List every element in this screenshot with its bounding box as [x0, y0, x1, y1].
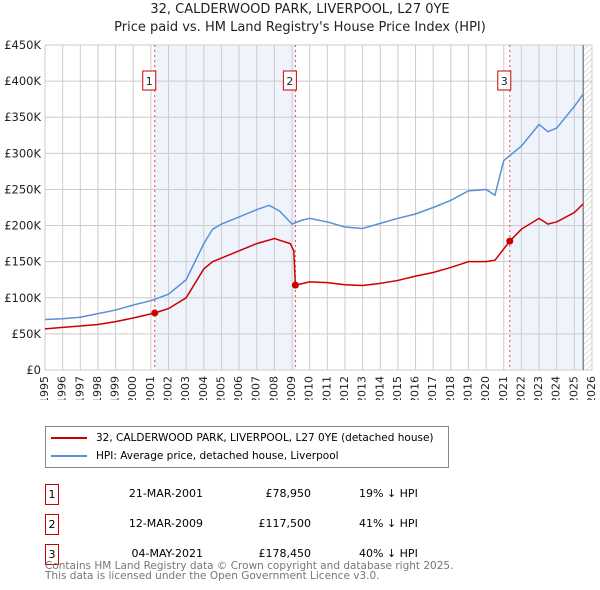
- x-tick-label: 2024: [550, 376, 563, 400]
- transaction-row: 3 04-MAY-2021 £178,450 40% ↓ HPI: [45, 544, 445, 566]
- x-tick-label: 2003: [179, 376, 192, 400]
- legend-item-property: 32, CALDERWOOD PARK, LIVERPOOL, L27 0YE …: [51, 432, 434, 444]
- red-line-swatch: [51, 437, 87, 439]
- x-tick-label: 2025: [567, 376, 580, 400]
- x-tick-label: 2015: [391, 376, 404, 400]
- blue-line-swatch: [51, 455, 87, 457]
- y-tick-label: £50K: [12, 327, 42, 341]
- x-tick-label: 1997: [73, 376, 86, 400]
- x-tick-label: 2021: [497, 376, 510, 400]
- transaction-hpi-diff: 41% ↓ HPI: [359, 517, 418, 530]
- x-tick-label: 2008: [267, 376, 280, 400]
- x-tick-label: 2018: [444, 376, 457, 400]
- sale-point: [291, 281, 299, 289]
- x-tick-label: 2009: [285, 376, 298, 400]
- marker-badge: 3: [45, 544, 59, 565]
- marker-badge-box: [497, 70, 512, 91]
- y-tick-label: £150K: [4, 255, 41, 269]
- marker-badge-box: [142, 70, 157, 91]
- transaction-hpi-diff: 40% ↓ HPI: [359, 547, 418, 560]
- x-tick-label: 2020: [479, 376, 492, 400]
- y-tick-label: £250K: [4, 182, 41, 196]
- sale-point: [506, 237, 514, 245]
- x-tick-label: 1996: [56, 376, 69, 400]
- x-tick-label: 2014: [373, 376, 386, 400]
- y-tick-label: £400K: [4, 74, 41, 88]
- marker-badge: 2: [45, 514, 59, 535]
- shaded-period: [509, 45, 584, 370]
- transaction-row: 1 21-MAR-2001 £78,950 19% ↓ HPI: [45, 484, 445, 506]
- legend-item-hpi: HPI: Average price, detached house, Live…: [51, 450, 339, 462]
- x-tick-label: 2000: [126, 376, 139, 400]
- marker-badge-label: 1: [146, 75, 153, 88]
- x-tick-label: 2005: [214, 376, 227, 400]
- chart-subtitle: Price paid vs. HM Land Registry's House …: [114, 20, 486, 35]
- transaction-row: 2 12-MAR-2009 £117,500 41% ↓ HPI: [45, 514, 445, 536]
- x-tick-label: 2004: [197, 376, 210, 400]
- x-tick-label: 1995: [38, 376, 51, 400]
- y-tick-label: £300K: [4, 146, 41, 160]
- x-tick-label: 2010: [303, 376, 316, 400]
- marker-badge-box: [282, 70, 297, 91]
- series-line: [44, 93, 584, 321]
- y-tick-label: £450K: [4, 38, 41, 52]
- x-tick-label: 2016: [409, 376, 422, 400]
- x-tick-label: 2023: [532, 376, 545, 400]
- y-tick-label: £0: [26, 363, 41, 377]
- series-line: [44, 203, 584, 330]
- x-tick-label: 2006: [232, 376, 245, 400]
- x-tick-label: 2012: [338, 376, 351, 400]
- x-tick-label: 1998: [91, 376, 104, 400]
- legend: 32, CALDERWOOD PARK, LIVERPOOL, L27 0YE …: [45, 426, 449, 468]
- y-tick-label: £350K: [4, 110, 41, 124]
- footer-copyright: Contains HM Land Registry data © Crown c…: [45, 560, 454, 572]
- footer-licence: This data is licensed under the Open Gov…: [45, 570, 380, 582]
- x-tick-label: 2007: [250, 376, 263, 400]
- transaction-date: 04-MAY-2021: [131, 547, 203, 560]
- transaction-hpi-diff: 19% ↓ HPI: [359, 487, 418, 500]
- price-chart: 1995 1996 1997 1998 1999 2000 2001 2002 2003 2004…: [4, 38, 598, 400]
- sale-point: [151, 309, 159, 317]
- transaction-price: £178,450: [258, 547, 312, 560]
- y-tick-label: £100K: [4, 291, 41, 305]
- x-tick-label: 2019: [461, 376, 474, 400]
- transaction-date: 12-MAR-2009: [128, 517, 203, 530]
- legend-label: 32, CALDERWOOD PARK, LIVERPOOL, L27 0YE …: [96, 432, 434, 444]
- chart-title: 32, CALDERWOOD PARK, LIVERPOOL, L27 0YE: [150, 2, 450, 17]
- x-tick-label: 2011: [320, 376, 333, 400]
- x-tick-label: 2013: [356, 376, 369, 400]
- forecast-hatch: [583, 45, 592, 370]
- x-tick-label: 2026: [585, 376, 598, 400]
- legend-label: HPI: Average price, detached house, Live…: [96, 450, 339, 462]
- transaction-price: £78,950: [265, 487, 312, 500]
- marker-badge-label: 2: [286, 75, 293, 88]
- marker-badge: 1: [45, 484, 59, 505]
- x-tick-label: 2022: [514, 376, 527, 400]
- x-tick-label: 1999: [109, 376, 122, 400]
- y-tick-label: £200K: [4, 219, 41, 233]
- transaction-date: 21-MAR-2001: [128, 487, 203, 500]
- transaction-price: £117,500: [258, 517, 312, 530]
- marker-badge-label: 3: [501, 75, 508, 88]
- x-tick-label: 2002: [162, 376, 175, 400]
- x-tick-label: 2017: [426, 376, 439, 400]
- x-tick-label: 2001: [144, 376, 157, 400]
